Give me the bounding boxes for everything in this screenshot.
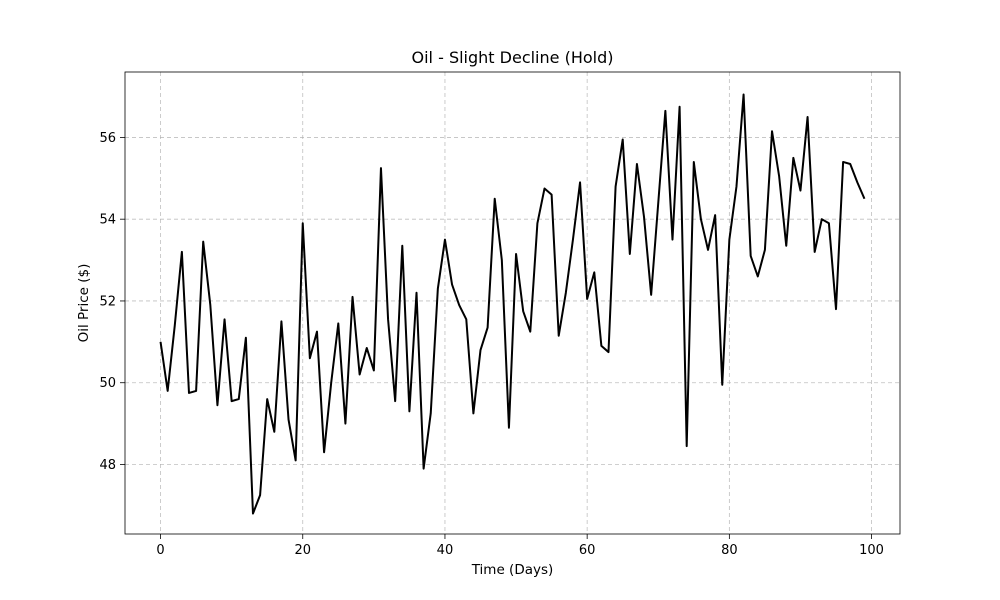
y-tick-label: 54	[99, 213, 116, 228]
grid	[125, 72, 900, 534]
x-tick-label: 0	[156, 543, 164, 558]
y-tick-label: 48	[99, 458, 116, 473]
series-layer	[159, 93, 866, 515]
x-tick-label: 20	[294, 543, 311, 558]
y-axis-label: Oil Price ($)	[76, 264, 92, 343]
chart-title: Oil - Slight Decline (Hold)	[412, 48, 614, 67]
x-tick-label: 40	[437, 543, 454, 558]
x-axis-label: Time (Days)	[471, 562, 554, 578]
plot-frame	[124, 71, 901, 535]
x-tick-label: 80	[721, 543, 738, 558]
axis-ticks: 0 20 40 60 80 100 48 50 52 54 56	[99, 131, 884, 558]
x-tick-label: 60	[579, 543, 596, 558]
x-tick-label: 100	[859, 543, 884, 558]
y-tick-label: 52	[99, 294, 116, 309]
y-tick-label: 50	[99, 376, 116, 391]
y-tick-label: 56	[99, 131, 116, 146]
series-line	[159, 93, 866, 515]
